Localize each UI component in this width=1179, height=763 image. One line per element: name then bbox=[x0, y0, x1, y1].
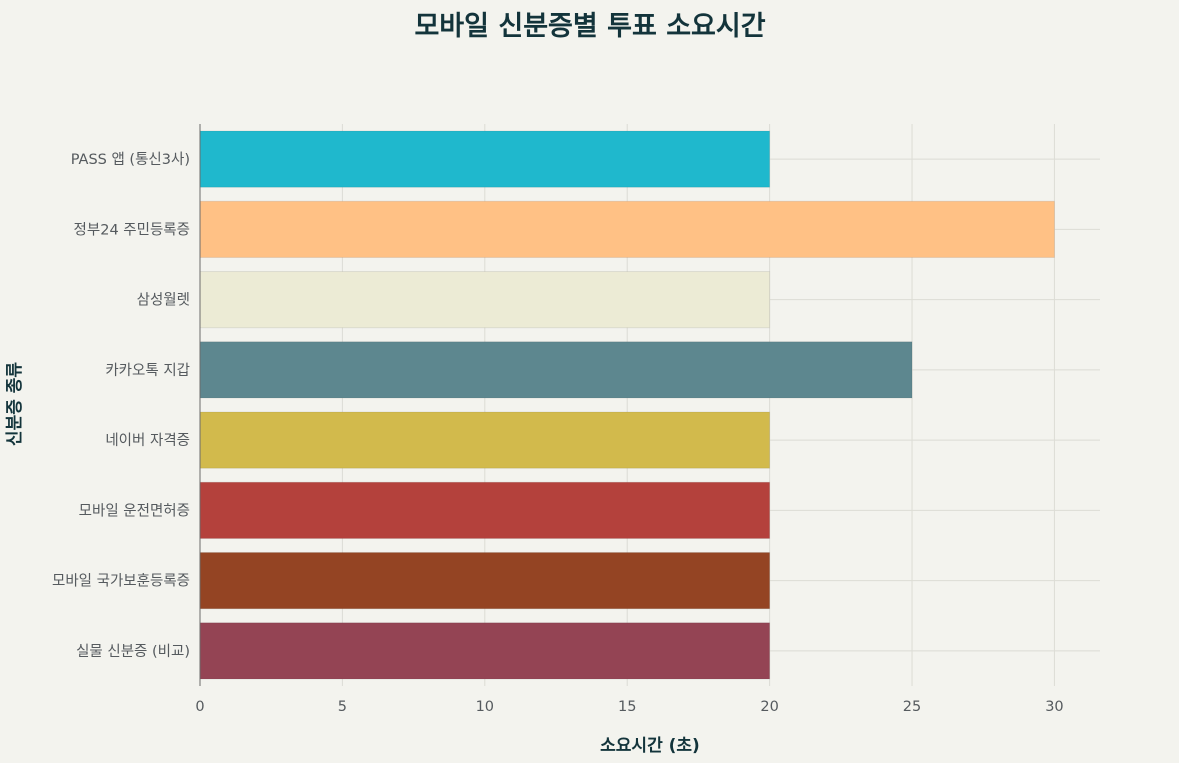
x-axis-title: 소요시간 (초) bbox=[600, 736, 700, 756]
x-tick-label: 20 bbox=[760, 699, 778, 715]
category-label: 정부24 주민등록증 bbox=[74, 221, 190, 238]
x-tick-label: 5 bbox=[338, 699, 347, 715]
category-label: 네이버 자격증 bbox=[105, 432, 190, 449]
bar bbox=[199, 622, 771, 680]
bar bbox=[199, 271, 771, 329]
x-tick-label: 0 bbox=[195, 699, 204, 715]
bar bbox=[199, 200, 1055, 258]
x-tick-labels: 0 5 10 15 20 25 30 bbox=[195, 699, 1063, 715]
category-label: 삼성월렛 bbox=[137, 292, 190, 309]
bars bbox=[199, 130, 1055, 680]
bar bbox=[199, 341, 913, 399]
category-label: 모바일 운전면허증 bbox=[79, 502, 190, 519]
x-tick-label: 30 bbox=[1045, 699, 1063, 715]
category-label: 실물 신분증 (비교) bbox=[76, 643, 190, 660]
x-tick-label: 25 bbox=[903, 699, 921, 715]
bar bbox=[199, 411, 771, 469]
chart-title: 모바일 신분증별 투표 소요시간 bbox=[414, 11, 765, 42]
category-label: 카카오톡 지갑 bbox=[105, 362, 190, 379]
y-axis-title: 신분증 종류 bbox=[5, 362, 25, 446]
x-tick-label: 10 bbox=[476, 699, 494, 715]
category-label: 모바일 국가보훈등록증 bbox=[52, 573, 190, 590]
category-label: PASS 앱 (통신3사) bbox=[71, 151, 190, 168]
bar bbox=[199, 130, 771, 188]
bar bbox=[199, 481, 771, 539]
bar bbox=[199, 552, 771, 610]
x-tick-label: 15 bbox=[618, 699, 636, 715]
